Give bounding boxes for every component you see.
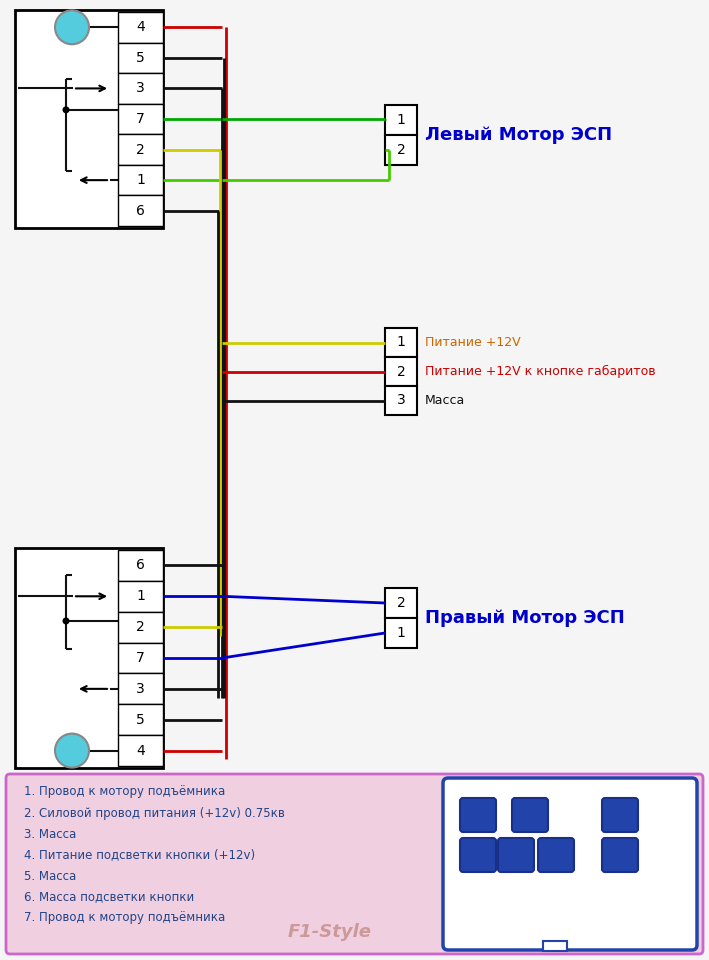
- Text: 5: 5: [136, 51, 145, 65]
- FancyBboxPatch shape: [6, 774, 703, 954]
- Text: 2. Силовой провод питания (+12v) 0.75кв: 2. Силовой провод питания (+12v) 0.75кв: [24, 806, 285, 820]
- Text: 6: 6: [525, 808, 535, 822]
- Bar: [118, 104, 163, 134]
- Text: Питание +12V к кнопке габаритов: Питание +12V к кнопке габаритов: [425, 365, 656, 378]
- Text: 5: 5: [136, 712, 145, 727]
- Text: 4: 4: [136, 20, 145, 35]
- Bar: [385, 618, 417, 648]
- Text: 7: 7: [615, 808, 625, 822]
- Text: 1: 1: [396, 626, 406, 640]
- Text: 5: 5: [474, 808, 482, 822]
- Bar: [118, 642, 163, 673]
- Bar: [385, 105, 417, 135]
- Bar: [118, 705, 163, 735]
- Text: 2: 2: [136, 620, 145, 635]
- FancyBboxPatch shape: [460, 838, 496, 872]
- Text: 6: 6: [136, 204, 145, 218]
- Bar: [118, 735, 163, 766]
- Text: 2: 2: [396, 143, 406, 157]
- FancyBboxPatch shape: [602, 798, 638, 832]
- Text: 6: 6: [136, 559, 145, 572]
- Text: 3: 3: [136, 682, 145, 696]
- Bar: [118, 12, 163, 42]
- Text: Правый Мотор ЭСП: Правый Мотор ЭСП: [425, 609, 625, 627]
- Text: 3: 3: [396, 394, 406, 407]
- FancyBboxPatch shape: [538, 838, 574, 872]
- Text: Питание +12V: Питание +12V: [425, 336, 520, 349]
- Text: 3. Масса: 3. Масса: [24, 828, 77, 841]
- Text: 4: 4: [615, 849, 625, 861]
- Bar: [385, 357, 417, 386]
- FancyBboxPatch shape: [512, 798, 548, 832]
- Text: 2: 2: [512, 849, 520, 861]
- Text: 7. Провод к мотору подъёмника: 7. Провод к мотору подъёмника: [24, 911, 225, 924]
- Bar: [15, 548, 163, 768]
- Circle shape: [55, 11, 89, 44]
- FancyBboxPatch shape: [498, 838, 534, 872]
- Text: 4. Питание подсветки кнопки (+12v): 4. Питание подсветки кнопки (+12v): [24, 849, 255, 861]
- Text: 3: 3: [552, 849, 560, 861]
- Text: 6. Масса подсветки кнопки: 6. Масса подсветки кнопки: [24, 891, 194, 903]
- Bar: [118, 134, 163, 165]
- Text: 1: 1: [474, 849, 482, 861]
- Text: 4: 4: [136, 744, 145, 757]
- Bar: [543, 941, 567, 951]
- Text: Левый Мотор ЭСП: Левый Мотор ЭСП: [425, 126, 612, 144]
- Text: F1-Style: F1-Style: [288, 923, 372, 941]
- Text: 1: 1: [136, 589, 145, 603]
- Bar: [385, 328, 417, 357]
- Text: 1. Провод к мотору подъёмника: 1. Провод к мотору подъёмника: [24, 785, 225, 799]
- Text: 1: 1: [396, 335, 406, 349]
- Bar: [385, 135, 417, 165]
- Text: 3: 3: [136, 82, 145, 95]
- Text: 2: 2: [136, 143, 145, 156]
- Bar: [118, 73, 163, 104]
- Circle shape: [62, 107, 69, 113]
- Bar: [118, 581, 163, 612]
- Bar: [385, 386, 417, 415]
- Text: 1: 1: [136, 173, 145, 187]
- FancyBboxPatch shape: [443, 778, 697, 950]
- Bar: [118, 165, 163, 196]
- Text: 2: 2: [396, 365, 406, 378]
- FancyBboxPatch shape: [460, 798, 496, 832]
- Text: 7: 7: [136, 651, 145, 665]
- FancyBboxPatch shape: [602, 838, 638, 872]
- Circle shape: [55, 733, 89, 768]
- Text: 5. Масса: 5. Масса: [24, 870, 77, 882]
- Text: 2: 2: [396, 596, 406, 610]
- Text: 7: 7: [136, 112, 145, 126]
- Bar: [118, 673, 163, 705]
- Bar: [118, 196, 163, 226]
- Bar: [118, 612, 163, 642]
- Bar: [385, 588, 417, 618]
- Text: 1: 1: [396, 113, 406, 127]
- Text: Масса: Масса: [425, 394, 465, 407]
- Bar: [15, 10, 163, 228]
- Circle shape: [62, 617, 69, 624]
- Bar: [118, 550, 163, 581]
- Bar: [118, 42, 163, 73]
